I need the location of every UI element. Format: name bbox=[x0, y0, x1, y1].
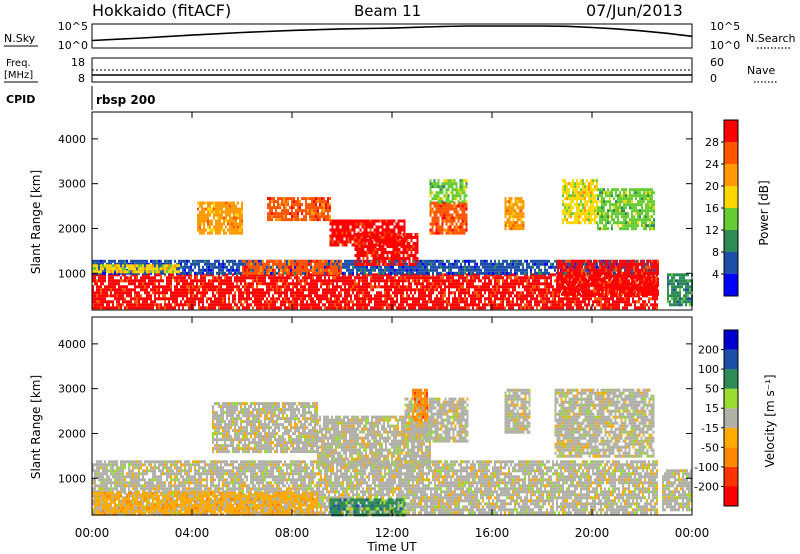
velocity-yticks: 1000 2000 3000 4000 bbox=[58, 338, 692, 485]
time-axis: 00:00 04:00 08:00 12:00 16:00 20:00 00:00 bbox=[75, 112, 710, 540]
freq-label-line1: Freq. bbox=[6, 58, 31, 69]
colorbar-segment bbox=[724, 369, 738, 389]
power-ytick-label: 1000 bbox=[58, 267, 86, 280]
nsky-series bbox=[91, 25, 693, 42]
velocity-region bbox=[662, 469, 692, 512]
nave-right-top: 60 bbox=[710, 56, 724, 69]
power-ytick-label: 4000 bbox=[58, 133, 86, 146]
colorbar-tick-label: 16 bbox=[705, 202, 719, 215]
colorbar-tick-label: 12 bbox=[705, 224, 719, 237]
power-region bbox=[557, 259, 659, 296]
colorbar-tick-label: -100 bbox=[694, 461, 719, 474]
power-region bbox=[667, 273, 693, 307]
time-tick-label: 08:00 bbox=[275, 526, 310, 540]
colorbar-tick-label: 100 bbox=[698, 363, 719, 376]
power-colorbar: 4 8 12 16 20 24 28 bbox=[705, 119, 739, 297]
nave-right-bottom: 0 bbox=[710, 72, 717, 85]
nsky-right-top-tick: 10^5 bbox=[710, 20, 740, 33]
freq-left-top: 18 bbox=[71, 56, 85, 69]
cpid-value: rbsp 200 bbox=[96, 93, 155, 107]
nsky-line bbox=[91, 25, 693, 42]
velocity-ylabel: Slant Range [km] bbox=[29, 375, 43, 479]
colorbar-segment bbox=[724, 349, 738, 370]
time-tick-label: 00:00 bbox=[75, 526, 110, 540]
velocity-region bbox=[554, 388, 655, 458]
time-tick-label: 20:00 bbox=[575, 526, 610, 540]
power-region bbox=[354, 233, 419, 266]
colorbar-tick-label: 4 bbox=[712, 268, 719, 281]
nsearch-label: N.Search bbox=[746, 32, 796, 45]
power-scale-title: Power [dB] bbox=[757, 180, 771, 245]
colorbar-segment bbox=[724, 120, 738, 142]
colorbar-tick-label: 20 bbox=[705, 180, 719, 193]
colorbar-segment bbox=[724, 142, 738, 164]
nsky-label: N.Sky bbox=[4, 32, 36, 45]
colorbar-tick-label: -50 bbox=[701, 441, 719, 454]
power-region bbox=[267, 197, 331, 222]
beam-title: Beam 11 bbox=[354, 2, 421, 20]
power-region bbox=[92, 264, 180, 274]
nsky-right-bottom-tick: 10^0 bbox=[710, 39, 740, 52]
freq-label-line2: [MHz] bbox=[4, 70, 33, 81]
power-ylabel: Slant Range [km] bbox=[29, 170, 43, 274]
colorbar-segment bbox=[724, 252, 738, 274]
power-region bbox=[562, 179, 598, 225]
colorbar-segment bbox=[724, 447, 738, 467]
cpid-label: CPID bbox=[6, 93, 35, 106]
velocity-region bbox=[404, 397, 469, 443]
nave-label: Nave bbox=[747, 64, 775, 77]
time-tick-label: 16:00 bbox=[475, 526, 510, 540]
colorbar-tick-label: -15 bbox=[701, 422, 719, 435]
time-tick-label: 12:00 bbox=[375, 526, 410, 540]
freq-left-bottom: 8 bbox=[78, 72, 85, 85]
station-title: Hokkaido (fitACF) bbox=[92, 1, 231, 20]
power-region bbox=[429, 179, 468, 204]
velocity-ytick-label: 3000 bbox=[58, 383, 86, 396]
power-region bbox=[242, 259, 342, 275]
colorbar-segment bbox=[724, 408, 738, 428]
colorbar-tick-label: -200 bbox=[694, 480, 719, 493]
time-tick-label: 04:00 bbox=[175, 526, 210, 540]
colorbar-segment bbox=[724, 388, 738, 409]
power-region bbox=[197, 201, 243, 235]
velocity-ytick-label: 4000 bbox=[58, 338, 86, 351]
velocity-ytick-label: 2000 bbox=[58, 428, 86, 441]
power-ytick-label: 2000 bbox=[58, 223, 86, 236]
colorbar-segment bbox=[724, 230, 738, 252]
power-region bbox=[429, 201, 468, 235]
colorbar-tick-label: 200 bbox=[698, 344, 719, 357]
colorbar-tick-label: 28 bbox=[705, 136, 719, 149]
velocity-region bbox=[92, 491, 318, 516]
colorbar-segment bbox=[724, 208, 738, 230]
velocity-region bbox=[412, 388, 428, 422]
power-yticks: 1000 2000 3000 4000 bbox=[58, 133, 692, 280]
velocity-colorbar: -200 -100 -50 -15 15 50 100 200 bbox=[694, 329, 739, 507]
colorbar-segment bbox=[724, 274, 738, 296]
velocity-region bbox=[504, 388, 531, 434]
nsky-top-tick: 10^5 bbox=[58, 20, 88, 33]
colorbar-segment bbox=[724, 427, 738, 448]
colorbar-segment bbox=[724, 466, 738, 487]
velocity-region bbox=[212, 402, 318, 454]
time-tick-label: 00:00 bbox=[675, 526, 710, 540]
power-heatmap bbox=[92, 179, 693, 310]
colorbar-tick-label: 8 bbox=[712, 246, 719, 259]
colorbar-segment bbox=[724, 164, 738, 186]
velocity-heatmap bbox=[92, 388, 692, 517]
colorbar-tick-label: 50 bbox=[705, 383, 719, 396]
colorbar-segment bbox=[724, 486, 738, 506]
velocity-ytick-label: 1000 bbox=[58, 472, 86, 485]
colorbar-segment bbox=[724, 186, 738, 208]
time-axis-label: Time UT bbox=[366, 540, 417, 554]
power-region bbox=[597, 188, 655, 231]
colorbar-segment bbox=[724, 330, 738, 350]
velocity-scale-title: Velocity [m s⁻¹] bbox=[763, 374, 777, 467]
colorbar-tick-label: 15 bbox=[705, 402, 719, 415]
power-ytick-label: 3000 bbox=[58, 178, 86, 191]
colorbar-tick-label: 24 bbox=[705, 158, 719, 171]
nsky-bottom-tick: 10^0 bbox=[58, 39, 88, 52]
date-title: 07/Jun/2013 bbox=[586, 1, 683, 20]
power-region bbox=[504, 197, 525, 231]
